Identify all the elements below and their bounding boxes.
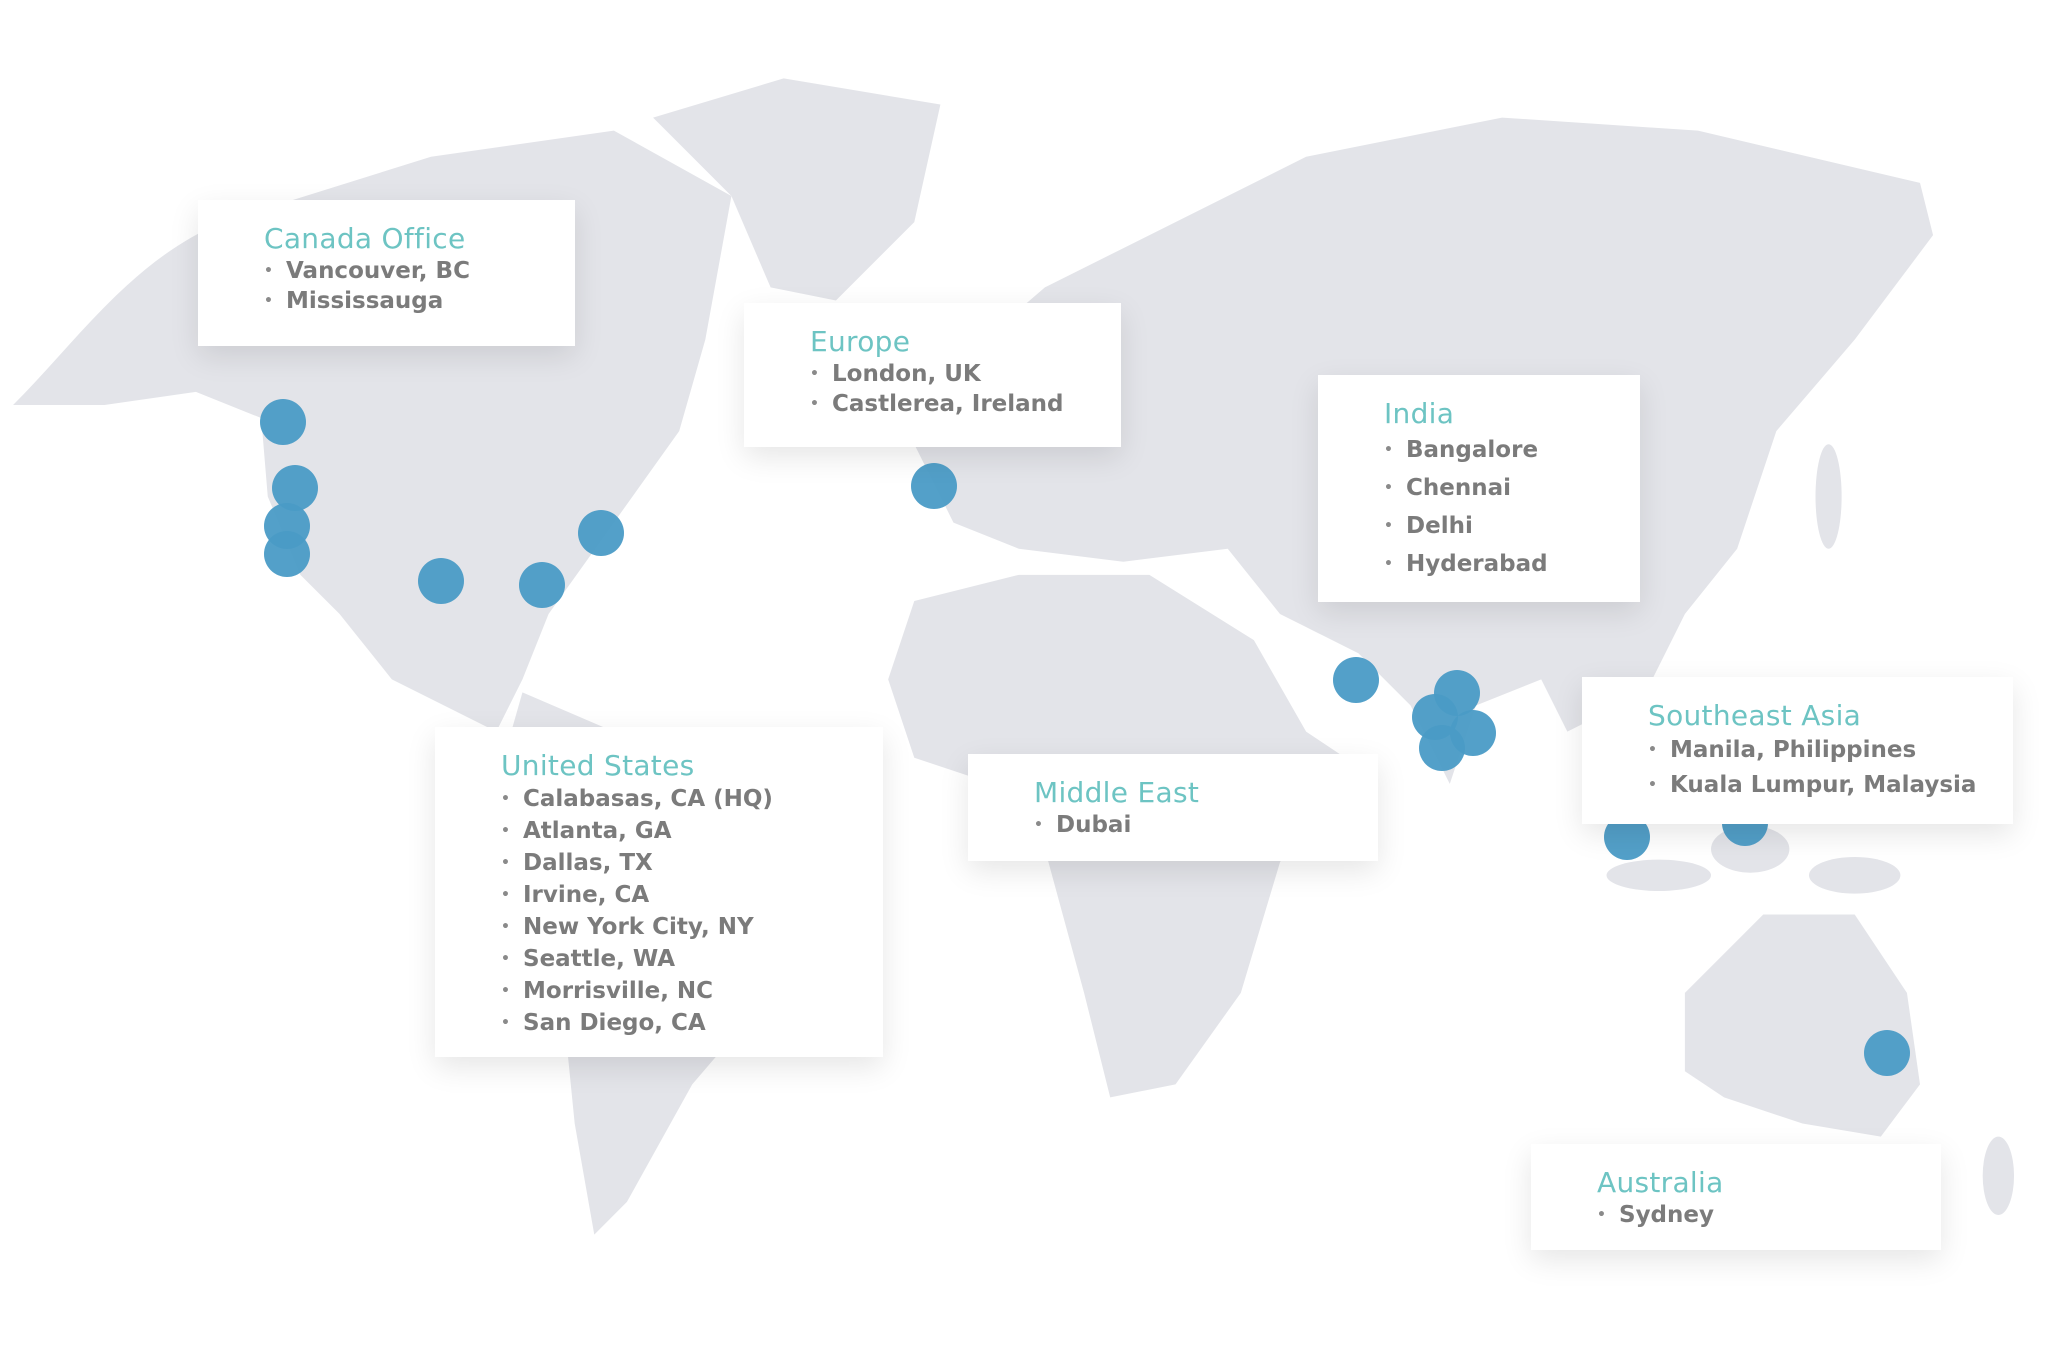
- office-list: Calabasas, CA (HQ)Atlanta, GADallas, TXI…: [501, 783, 883, 1039]
- office-list: Vancouver, BCMississauga: [264, 256, 575, 316]
- region-card-australia: AustraliaSydney: [1531, 1144, 1941, 1250]
- office-location: Castlerea, Ireland: [810, 389, 1121, 419]
- office-location: Dallas, TX: [501, 847, 883, 879]
- office-marker[interactable]: [1419, 725, 1465, 771]
- office-location: Bangalore: [1384, 431, 1640, 469]
- region-card-india: IndiaBangaloreChennaiDelhiHyderabad: [1318, 375, 1640, 602]
- office-location: Hyderabad: [1384, 545, 1640, 583]
- region-title: Southeast Asia: [1648, 699, 1862, 732]
- office-location: San Diego, CA: [501, 1007, 883, 1039]
- office-location: Kuala Lumpur, Malaysia: [1648, 768, 2013, 803]
- office-marker[interactable]: [911, 463, 957, 509]
- office-location: Vancouver, BC: [264, 256, 575, 286]
- office-location: London, UK: [810, 359, 1121, 389]
- office-marker[interactable]: [519, 562, 565, 608]
- region-title: Australia: [1597, 1166, 1724, 1199]
- region-card-middle-east: Middle EastDubai: [968, 754, 1378, 861]
- office-location: Irvine, CA: [501, 879, 883, 911]
- region-card-europe: EuropeLondon, UKCastlerea, Ireland: [744, 303, 1121, 447]
- office-marker[interactable]: [264, 531, 310, 577]
- office-marker[interactable]: [1864, 1030, 1910, 1076]
- office-location: Dubai: [1034, 810, 1378, 840]
- office-location: Manila, Philippines: [1648, 733, 2013, 768]
- region-title: Europe: [810, 325, 911, 358]
- office-location: Morrisville, NC: [501, 975, 883, 1007]
- greenland: [653, 78, 941, 301]
- office-location: New York City, NY: [501, 911, 883, 943]
- office-list: London, UKCastlerea, Ireland: [810, 359, 1121, 419]
- office-list: Dubai: [1034, 810, 1378, 840]
- office-marker[interactable]: [1333, 657, 1379, 703]
- office-marker[interactable]: [578, 510, 624, 556]
- office-location: Mississauga: [264, 286, 575, 316]
- region-title: United States: [501, 749, 695, 782]
- office-list: Sydney: [1597, 1200, 1941, 1230]
- office-list: Manila, PhilippinesKuala Lumpur, Malaysi…: [1648, 733, 2013, 803]
- office-location: Delhi: [1384, 507, 1640, 545]
- office-location: Sydney: [1597, 1200, 1941, 1230]
- region-card-us: United StatesCalabasas, CA (HQ)Atlanta, …: [435, 727, 883, 1057]
- office-location: Seattle, WA: [501, 943, 883, 975]
- office-list: BangaloreChennaiDelhiHyderabad: [1384, 431, 1640, 583]
- region-card-southeast-asia: Southeast AsiaManila, PhilippinesKuala L…: [1582, 677, 2013, 824]
- office-marker[interactable]: [260, 399, 306, 445]
- office-location: Chennai: [1384, 469, 1640, 507]
- region-card-canada: Canada OfficeVancouver, BCMississauga: [198, 200, 575, 346]
- office-location: Atlanta, GA: [501, 815, 883, 847]
- region-title: Canada Office: [264, 222, 466, 255]
- region-title: India: [1384, 397, 1455, 430]
- office-location: Calabasas, CA (HQ): [501, 783, 883, 815]
- region-title: Middle East: [1034, 776, 1200, 809]
- office-marker[interactable]: [418, 558, 464, 604]
- australia-land: [1684, 914, 1920, 1137]
